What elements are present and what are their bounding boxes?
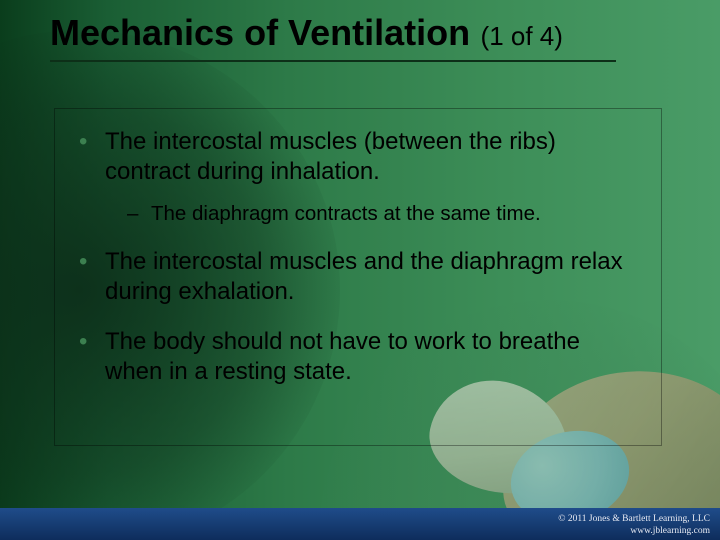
list-item: The intercostal muscles and the diaphrag… xyxy=(77,247,639,307)
sub-bullet-list: The diaphragm contracts at the same time… xyxy=(105,201,639,227)
sub-list-item-text: The diaphragm contracts at the same time… xyxy=(151,202,541,225)
list-item-text: The body should not have to work to brea… xyxy=(105,328,580,385)
title-underline xyxy=(50,60,616,62)
list-item: The intercostal muscles (between the rib… xyxy=(77,127,639,227)
list-item: The body should not have to work to brea… xyxy=(77,327,639,387)
copyright-line: © 2011 Jones & Bartlett Learning, LLC xyxy=(558,514,710,524)
url-line: www.jblearning.com xyxy=(630,526,710,536)
sub-list-item: The diaphragm contracts at the same time… xyxy=(105,201,639,227)
content-box: The intercostal muscles (between the rib… xyxy=(54,108,662,446)
title-area: Mechanics of Ventilation (1 of 4) xyxy=(50,12,680,62)
footer-bar: © 2011 Jones & Bartlett Learning, LLC ww… xyxy=(0,508,720,540)
list-item-text: The intercostal muscles (between the rib… xyxy=(105,128,556,185)
slide-subtitle: (1 of 4) xyxy=(481,21,563,51)
bullet-list: The intercostal muscles (between the rib… xyxy=(77,127,639,387)
list-item-text: The intercostal muscles and the diaphrag… xyxy=(105,248,623,305)
footer-text: © 2011 Jones & Bartlett Learning, LLC ww… xyxy=(558,514,710,538)
slide-title: Mechanics of Ventilation xyxy=(50,12,470,53)
slide: Mechanics of Ventilation (1 of 4) The in… xyxy=(0,0,720,540)
